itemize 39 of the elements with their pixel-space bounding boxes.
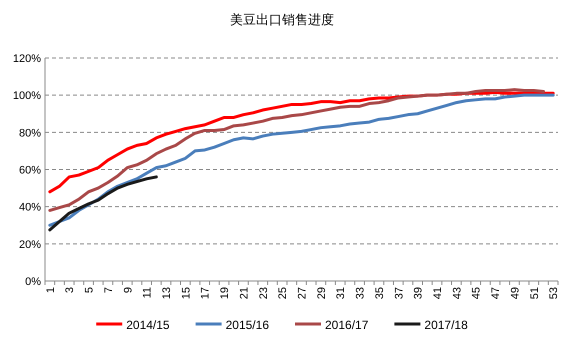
x-tick-label: 31 [335,287,348,300]
y-tick-label: 0% [25,276,42,288]
x-tick-label: 45 [470,287,483,300]
x-tick-label: 41 [432,287,444,300]
y-tick-label: 40% [18,202,42,214]
x-tick-label: 21 [238,287,250,300]
y-tick-label: 20% [18,238,42,251]
x-tick-label: 17 [200,287,212,300]
chart-title: 美豆出口销售进度 [230,12,334,27]
x-tick-label: 29 [316,287,328,300]
x-tick-label: 13 [160,287,173,300]
x-tick-label: 53 [548,287,560,300]
x-tick-label: 15 [180,287,192,300]
x-tick-label: 19 [219,287,232,300]
x-tick-label: 35 [374,287,386,300]
x-tick-label: 27 [296,287,308,300]
legend-label: 2015/16 [226,318,270,332]
legend-label: 2016/17 [325,318,369,332]
x-tick-label: 11 [142,287,154,298]
x-tick-label: 43 [451,287,464,300]
x-tick-label: 1 [44,287,57,294]
x-tick-label: 37 [393,287,406,300]
y-tick-label: 80% [18,127,42,140]
x-tick-label: 25 [277,287,290,300]
x-tick-label: 39 [412,287,425,300]
x-tick-label: 9 [122,287,134,294]
x-tick-label: 51 [528,287,541,300]
x-tick-label: 47 [490,287,502,300]
y-tick-label: 100% [12,90,42,102]
y-tick-label: 60% [18,164,42,176]
x-tick-label: 7 [102,287,115,294]
y-tick-label: 120% [12,53,42,65]
legend-label: 2014/15 [126,318,170,332]
x-tick-label: 49 [509,287,522,300]
x-tick-label: 33 [354,287,367,300]
legend-label: 2017/18 [424,318,468,332]
x-tick-label: 23 [258,287,270,300]
x-tick-label: 3 [64,287,76,294]
x-tick-label: 5 [84,287,96,294]
